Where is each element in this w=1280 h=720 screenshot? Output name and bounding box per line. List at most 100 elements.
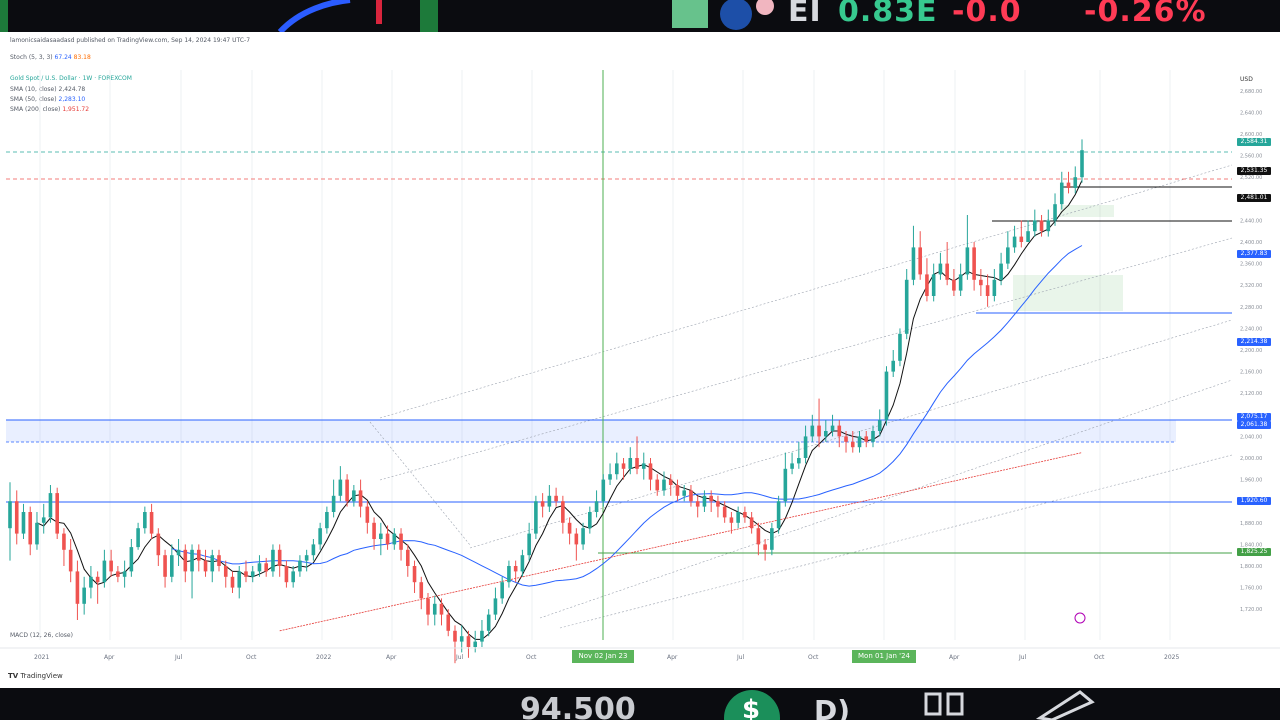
candle-body bbox=[958, 274, 963, 291]
candle-body bbox=[790, 463, 794, 469]
candle-body bbox=[277, 549, 282, 566]
x-tick-label: 2021 bbox=[34, 654, 49, 661]
candle-body bbox=[884, 371, 889, 421]
macd-legend[interactable]: MACD (12, 26, close) bbox=[10, 632, 73, 639]
candle-body bbox=[149, 512, 154, 534]
candle-body bbox=[904, 279, 909, 334]
candle-body bbox=[311, 544, 316, 556]
candle-body bbox=[581, 528, 585, 545]
candle-body bbox=[1006, 247, 1010, 264]
candle-body bbox=[500, 582, 504, 599]
x-tick-label: Oct bbox=[526, 654, 537, 661]
candle-body bbox=[567, 522, 572, 534]
candle-body bbox=[412, 566, 417, 583]
candle-body bbox=[743, 512, 747, 518]
candle-body bbox=[41, 517, 46, 523]
symbol-legend[interactable]: Gold Spot / U.S. Dollar · 1W · FOREXCOM bbox=[10, 75, 132, 82]
x-tick-label: Oct bbox=[1094, 654, 1105, 661]
candle-body bbox=[1073, 177, 1078, 188]
candle-body bbox=[82, 587, 86, 604]
candle-body bbox=[284, 566, 289, 583]
candle-body bbox=[729, 517, 734, 523]
candle-body bbox=[621, 463, 626, 469]
candle-body bbox=[426, 598, 430, 615]
candle-body bbox=[985, 285, 990, 296]
y-tick-label: 1,960.00 bbox=[1240, 478, 1262, 484]
candle-body bbox=[237, 571, 242, 588]
candle-body bbox=[291, 571, 295, 583]
price-tag: 1,920.60 bbox=[1237, 496, 1271, 505]
y-tick-label: 2,000.00 bbox=[1240, 456, 1262, 462]
sma50-legend[interactable]: SMA (50, close) 2,283.10 bbox=[10, 96, 85, 103]
top-ticker-bar: EI 0.83E -0.0 -0.26% bbox=[0, 0, 1280, 32]
y-tick-label: 2,520.00 bbox=[1240, 175, 1262, 181]
price-tag: 2,061.38 bbox=[1237, 420, 1271, 429]
candle-body bbox=[844, 436, 848, 442]
candle-body bbox=[810, 425, 815, 437]
candle-body bbox=[304, 555, 309, 561]
top-bar-graphics bbox=[0, 0, 774, 32]
candle-body bbox=[979, 279, 983, 286]
candle-body bbox=[55, 493, 59, 534]
candle-body bbox=[871, 431, 875, 442]
event-icon[interactable] bbox=[1074, 612, 1086, 624]
y-tick-label: 2,280.00 bbox=[1240, 305, 1262, 311]
candle-body bbox=[129, 547, 134, 572]
candle-body bbox=[830, 425, 835, 431]
price-tag: 2,214.38 bbox=[1237, 338, 1271, 347]
green-zone-box-small bbox=[1060, 205, 1114, 217]
sma-50-line bbox=[171, 245, 1083, 587]
candle-body bbox=[190, 549, 194, 572]
price-chart[interactable]: 2,680.00 2,640.00 2,600.00 2,560.00 2,520.00… bbox=[0, 0, 1280, 690]
price-tag: 2,584.31 bbox=[1237, 138, 1271, 147]
candle-body bbox=[918, 247, 922, 275]
y-tick-label: 2,040.00 bbox=[1240, 434, 1262, 440]
candle-body bbox=[432, 603, 437, 615]
candle-body bbox=[466, 636, 471, 647]
candle-body bbox=[1059, 182, 1064, 205]
candle-body bbox=[122, 571, 127, 577]
candle-body bbox=[102, 560, 107, 583]
candle-body bbox=[776, 501, 781, 529]
currency-label: USD bbox=[1240, 76, 1253, 83]
candle-body bbox=[965, 247, 970, 275]
time-axis: 2021 Apr Jul Oct 2022 Apr Jul Oct Apr Jul Oct Apr Ju… bbox=[0, 647, 1280, 661]
candlesticks bbox=[8, 139, 1084, 664]
sma10-legend[interactable]: SMA (10, close) 2,424.78 bbox=[10, 86, 85, 93]
candle-body bbox=[419, 582, 424, 599]
sma200-legend[interactable]: SMA (200, close) 1,951.72 bbox=[10, 106, 89, 113]
stoch-legend[interactable]: Stoch (5, 3, 3) 67.24 83.18 bbox=[10, 54, 91, 61]
candle-body bbox=[648, 463, 653, 480]
candle-body bbox=[446, 614, 451, 631]
candle-body bbox=[749, 517, 754, 529]
candle-body bbox=[372, 522, 376, 539]
price-tag: 2,075.17 bbox=[1237, 413, 1271, 422]
candle-body bbox=[1033, 220, 1037, 232]
candle-body bbox=[574, 533, 579, 545]
candle-body bbox=[547, 495, 552, 507]
candle-body bbox=[68, 549, 73, 572]
candle-body bbox=[1019, 236, 1024, 242]
candle-body bbox=[223, 566, 228, 577]
candle-body bbox=[797, 458, 801, 464]
price-tag: 1,825.25 bbox=[1237, 548, 1271, 557]
candle-body bbox=[325, 512, 329, 529]
x-tick-label: Apr bbox=[667, 654, 678, 661]
candle-body bbox=[75, 571, 80, 604]
publisher-line: lamonicsaidasaadasd published on Trading… bbox=[10, 37, 251, 44]
candle-body bbox=[163, 555, 167, 577]
candle-body bbox=[972, 247, 976, 280]
bottom-price: 94.500 bbox=[520, 692, 636, 720]
candle-body bbox=[702, 495, 707, 507]
stoch-k-value: 67.24 bbox=[54, 54, 72, 61]
candle-body bbox=[217, 555, 221, 566]
time-tag-2024: Mon 01 Jan '24 bbox=[852, 650, 916, 663]
candle-body bbox=[999, 263, 1003, 280]
x-tick-label: Jul bbox=[1018, 654, 1027, 661]
x-tick-label: Apr bbox=[104, 654, 115, 661]
dollar-icon bbox=[724, 690, 780, 720]
candle-body bbox=[244, 571, 248, 577]
candle-body bbox=[183, 549, 188, 572]
candle-body bbox=[176, 549, 181, 556]
candle-body bbox=[170, 555, 174, 577]
